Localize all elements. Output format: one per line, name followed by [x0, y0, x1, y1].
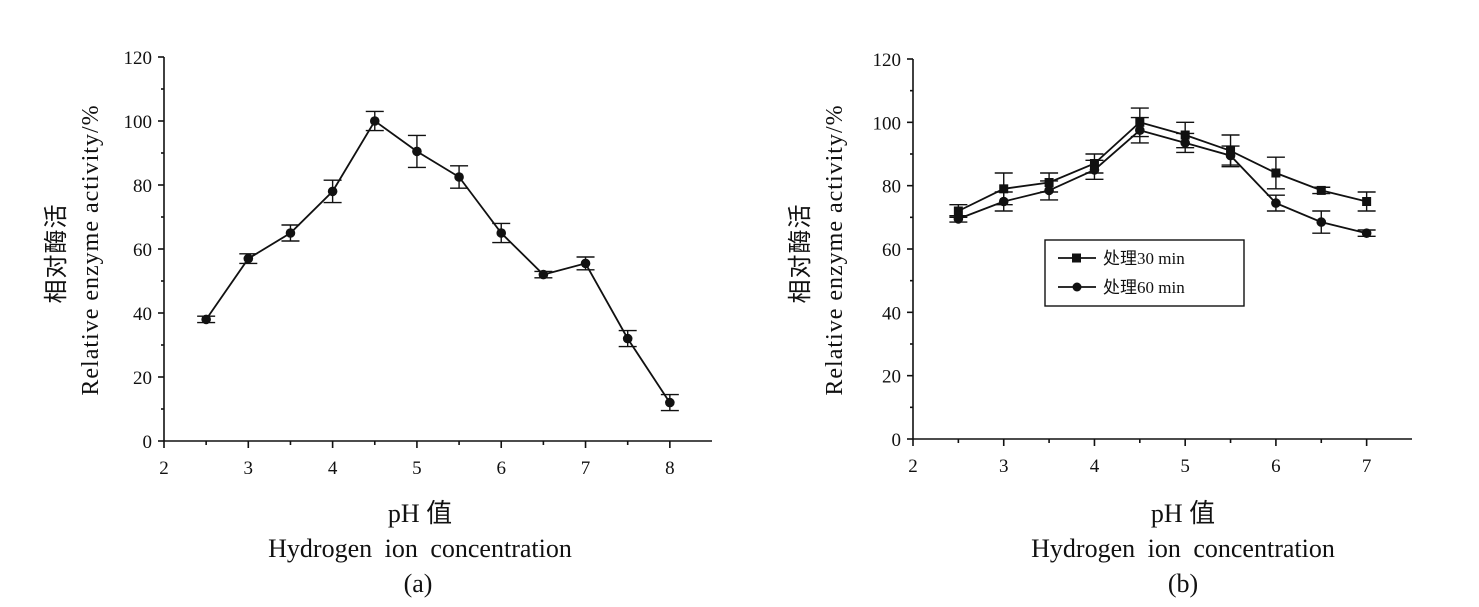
legend-circle-marker-icon [1072, 282, 1082, 292]
x-tick-label: 4 [328, 458, 338, 479]
x-tick-label: 7 [581, 458, 591, 479]
panel-b-y-label-zh: 相对酶活 [787, 204, 814, 304]
data-point-circle [1089, 165, 1100, 175]
data-point-circle [201, 314, 211, 325]
panel-b-x-tick-labels: 2 3 4 5 6 7 [908, 456, 1371, 477]
data-point-circle [369, 116, 380, 126]
series-1 [949, 107, 1376, 219]
panel-a-x-label-zh: pH 值 [388, 499, 452, 528]
y-tick-label: 0 [143, 432, 153, 453]
data-point-circle [622, 333, 633, 344]
legend-square-marker-icon [1072, 253, 1081, 263]
panel-b-caption: (b) [1168, 569, 1198, 598]
panel-b-legend: 处理30 min 处理60 min [1044, 239, 1245, 307]
panel-a-series [197, 110, 679, 412]
x-tick-label: 2 [159, 458, 169, 479]
x-tick-label: 2 [908, 456, 918, 477]
y-tick-label: 120 [873, 50, 902, 71]
data-point-square [1362, 197, 1372, 206]
data-point-square [1271, 168, 1281, 178]
series-line [958, 121, 1367, 212]
data-point-circle [953, 214, 964, 224]
data-point-circle [1180, 138, 1190, 148]
series-2 [949, 116, 1376, 238]
series-line [958, 129, 1367, 235]
data-point-circle [665, 397, 675, 408]
y-tick-label: 80 [882, 177, 901, 198]
y-tick-label: 40 [133, 304, 152, 325]
series-line [205, 119, 671, 404]
legend-label-30min: 处理30 min [1103, 249, 1185, 268]
data-point-circle [538, 269, 549, 280]
panel-b-series [949, 107, 1376, 238]
data-point-circle [1361, 228, 1372, 238]
panel-b-x-label-zh: pH 值 [1151, 499, 1215, 528]
data-point-circle [1225, 150, 1236, 161]
panel-b-y-tick-labels: 0 20 40 60 80 100 120 [873, 50, 902, 451]
panel-b-y-axis-label: 相对酶活 Relative enzyme activity/% [787, 104, 848, 395]
data-point-circle [496, 228, 507, 238]
data-point-square [999, 184, 1009, 194]
series-1 [197, 110, 679, 412]
panel-a-x-label-en: Hydrogen ion concentration [268, 534, 572, 563]
data-point-circle [1271, 198, 1281, 208]
panel-b-y-label-en: Relative enzyme activity/% [822, 104, 848, 395]
legend-label-60min: 处理60 min [1103, 278, 1185, 297]
panel-a: 0 20 40 60 80 100 120 2 3 4 5 6 7 8 相对酶活 Relative en… [43, 48, 712, 598]
data-point-circle [243, 253, 254, 264]
x-tick-label: 6 [1271, 456, 1281, 477]
panel-a-x-tick-labels: 2 3 4 5 6 7 8 [159, 458, 674, 479]
x-tick-label: 3 [244, 458, 254, 479]
data-point-circle [580, 258, 591, 269]
y-tick-label: 100 [124, 112, 153, 133]
y-tick-label: 120 [124, 48, 153, 69]
y-tick-label: 80 [133, 176, 152, 197]
y-tick-label: 20 [882, 367, 901, 388]
legend-box [1044, 239, 1245, 307]
data-point-square [953, 206, 963, 216]
y-tick-label: 100 [873, 113, 902, 134]
panel-a-y-axis-label: 相对酶活 Relative enzyme activity/% [43, 104, 104, 395]
panel-b-axes [907, 58, 1412, 446]
y-tick-label: 40 [882, 303, 901, 324]
panel-b: 0 20 40 60 80 100 120 2 3 4 5 6 7 相对酶活 Relative enz… [787, 50, 1412, 598]
data-point-circle [412, 146, 422, 157]
data-point-circle [1135, 125, 1145, 136]
y-tick-label: 20 [133, 368, 152, 389]
data-point-circle [454, 172, 464, 182]
x-tick-label: 7 [1362, 456, 1372, 477]
data-point-circle [1044, 185, 1054, 196]
panel-a-y-label-zh: 相对酶活 [43, 204, 70, 304]
y-tick-label: 60 [882, 240, 901, 261]
x-tick-label: 6 [496, 458, 506, 479]
x-tick-label: 4 [1090, 456, 1100, 477]
panel-a-y-label-en: Relative enzyme activity/% [78, 104, 104, 395]
data-point-circle [327, 186, 338, 197]
data-point-circle [285, 228, 296, 238]
panel-b-x-label-en: Hydrogen ion concentration [1031, 534, 1335, 563]
data-point-square [1316, 185, 1326, 195]
x-tick-label: 8 [665, 458, 675, 479]
panel-a-y-tick-labels: 0 20 40 60 80 100 120 [124, 48, 153, 453]
x-tick-label: 5 [1180, 456, 1190, 477]
y-tick-label: 0 [892, 430, 902, 451]
panel-a-caption: (a) [404, 569, 433, 598]
y-tick-label: 60 [133, 240, 152, 261]
x-tick-label: 3 [999, 456, 1009, 477]
panel-a-axes [158, 56, 712, 448]
data-point-circle [1316, 217, 1327, 227]
x-tick-label: 5 [412, 458, 422, 479]
data-point-circle [998, 196, 1009, 207]
